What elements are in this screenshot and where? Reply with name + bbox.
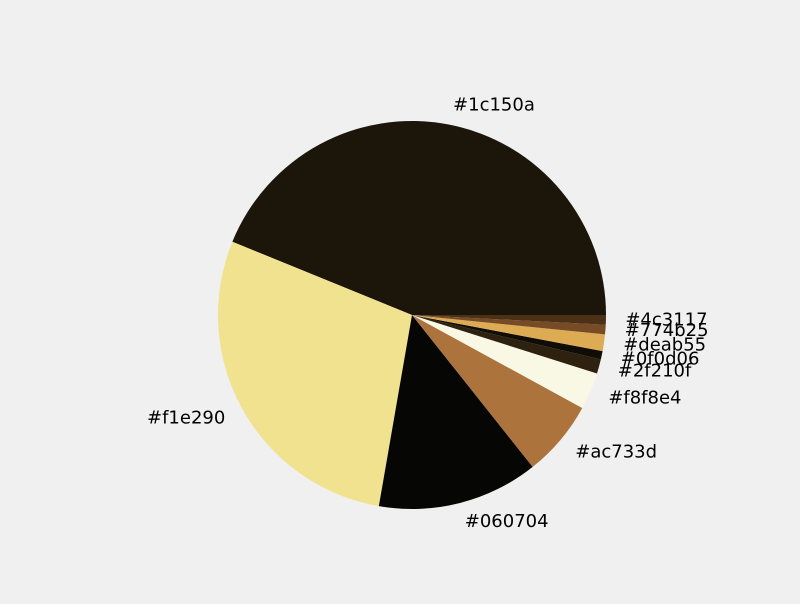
pie-slice-label-1: #f1e290 bbox=[147, 407, 225, 428]
pie-slice-8 bbox=[412, 315, 606, 335]
pie-slice-label-0: #1c150a bbox=[453, 95, 535, 116]
pie-slice-3 bbox=[412, 315, 583, 467]
pie-slice-label-2: #060704 bbox=[465, 511, 549, 532]
pie-slice-4 bbox=[412, 315, 597, 408]
pie-slice-label-4: #f8f8e4 bbox=[608, 388, 681, 409]
pie-slice-6 bbox=[412, 315, 603, 360]
pie-slice-label-6: #0f0d06 bbox=[621, 348, 700, 369]
pie-slice-7 bbox=[412, 315, 606, 352]
pie-slice-0 bbox=[232, 120, 607, 315]
pie-slice-label-8: #774b25 bbox=[625, 320, 709, 341]
pie-slice-label-5: #2f210f bbox=[618, 361, 692, 382]
pie-slice-label-7: #deab55 bbox=[623, 335, 706, 356]
pie-slices bbox=[217, 120, 607, 510]
pie-slice-label-3: #ac733d bbox=[575, 441, 657, 462]
pie-slice-5 bbox=[412, 315, 601, 374]
pie-slice-1 bbox=[217, 241, 412, 507]
pie-slice-2 bbox=[378, 315, 533, 510]
pie-slice-9 bbox=[412, 315, 607, 325]
pie-labels: #1c150a #f1e290 #060704 #ac733d #f8f8e4 #2f21… bbox=[147, 95, 709, 532]
pie-slice-label-9: #4c3117 bbox=[625, 309, 707, 330]
